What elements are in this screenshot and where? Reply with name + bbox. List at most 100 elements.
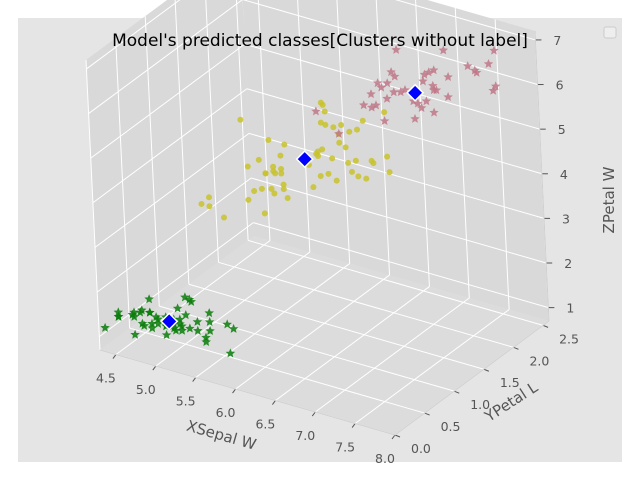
data-point-series-2: [342, 144, 349, 151]
data-point-series-2: [315, 152, 322, 159]
x-tick-label: 5.0: [136, 382, 156, 397]
y-tick-mark: [424, 412, 430, 416]
data-point-series-1: [100, 322, 110, 332]
z-tick-label: 6: [556, 78, 564, 93]
y-grid-floor: [129, 327, 425, 414]
z-grid-left: [94, 132, 250, 248]
data-point-series-2: [270, 163, 277, 170]
y-grid-floor: [247, 239, 544, 326]
data-point-series-2: [321, 108, 328, 115]
data-point-series-3: [462, 61, 473, 71]
data-point-series-2: [352, 157, 359, 164]
data-point-series-1: [180, 292, 190, 302]
data-point-series-1: [228, 323, 239, 333]
z-tick-label: 4: [560, 167, 568, 182]
data-point-series-2: [261, 210, 268, 217]
z-axis-line: [534, 30, 550, 322]
data-point-series-3: [413, 98, 423, 108]
z-tick-label: 7: [553, 33, 561, 48]
data-point-series-3: [428, 80, 438, 90]
data-point-series-3: [471, 67, 482, 77]
data-point-series-2: [245, 196, 252, 203]
data-point-series-1: [171, 325, 181, 335]
data-point-series-2: [346, 128, 353, 135]
data-point-series-3: [334, 128, 344, 138]
data-point-series-1: [139, 320, 150, 330]
y-tick-label: 2.5: [559, 331, 579, 346]
data-point-series-2: [330, 124, 337, 131]
z-grid-back: [248, 132, 545, 219]
data-point-series-2: [368, 157, 375, 164]
chart-title: Model's predicted classes[Clusters witho…: [112, 31, 528, 51]
data-point-series-3: [382, 93, 392, 103]
x-tick-label: 5.5: [176, 394, 196, 409]
left-pane: [86, 0, 254, 350]
data-point-series-1: [161, 330, 172, 340]
x-tick-mark: [391, 434, 396, 440]
data-point-series-2: [354, 126, 361, 133]
y-tick-mark: [454, 390, 460, 394]
y-tick-mark: [394, 434, 401, 438]
y-grid-left: [85, 59, 101, 351]
data-point-series-3: [366, 89, 376, 99]
z-grid-back: [244, 43, 540, 130]
data-point-series-1: [222, 319, 232, 329]
data-point-series-2: [384, 153, 391, 160]
centroid-marker: [160, 312, 179, 331]
centroid-marker: [295, 150, 314, 169]
data-point-series-1: [192, 316, 203, 326]
data-point-series-2: [278, 166, 285, 173]
data-point-series-3: [488, 85, 498, 95]
back-pane: [242, 0, 549, 321]
data-point-series-2: [244, 163, 251, 170]
z-grid-left: [86, 0, 181, 70]
z-tick-label: 3: [562, 211, 570, 226]
x-grid-back: [415, 0, 430, 287]
data-point-series-2: [220, 214, 227, 221]
y-axis-line: [394, 320, 550, 436]
z-tick-label: 2: [564, 256, 572, 271]
z-grid-back: [251, 177, 547, 264]
data-point-series-1: [181, 310, 191, 320]
z-grid-left: [92, 88, 248, 204]
y-tick-mark: [513, 346, 519, 350]
data-point-series-1: [185, 323, 195, 333]
z-grid-back: [242, 0, 538, 86]
x-grid-back: [375, 0, 391, 276]
y-tick-label: 0.0: [411, 441, 431, 456]
y-tick-label: 1.5: [500, 375, 520, 390]
y-grid-left: [235, 0, 249, 241]
data-point-series-1: [204, 317, 215, 327]
x-grid-floor: [155, 251, 311, 367]
data-point-series-3: [311, 106, 321, 116]
data-point-series-2: [333, 177, 340, 184]
y-grid-floor: [218, 261, 514, 348]
data-point-series-1: [193, 325, 203, 335]
x-grid-floor: [275, 286, 430, 401]
x-tick-label: 6.5: [255, 417, 275, 432]
data-point-series-2: [317, 99, 324, 106]
data-point-series-2: [277, 152, 284, 159]
data-point-series-1: [113, 311, 124, 321]
data-point-series-2: [272, 170, 279, 177]
data-point-series-3: [428, 65, 439, 75]
y-tick-mark: [483, 368, 490, 372]
data-point-series-1: [201, 337, 211, 347]
x-tick-mark: [272, 400, 276, 405]
y-tick-label: 2.0: [529, 353, 549, 368]
data-point-series-3: [391, 44, 401, 54]
z-tick-label: 5: [558, 122, 566, 137]
data-point-series-2: [386, 169, 393, 176]
data-point-series-2: [281, 141, 288, 148]
x-grid-back: [494, 19, 510, 310]
data-point-series-2: [206, 203, 213, 210]
data-point-series-2: [345, 159, 352, 166]
data-point-series-2: [280, 186, 287, 193]
data-point-series-3: [386, 67, 396, 77]
y-grid-left: [174, 0, 190, 285]
y-grid-left: [205, 0, 219, 263]
z-tick-label: 1: [566, 301, 574, 316]
data-point-series-2: [338, 122, 345, 129]
x-tick-mark: [351, 423, 356, 428]
data-point-series-1: [205, 326, 215, 336]
